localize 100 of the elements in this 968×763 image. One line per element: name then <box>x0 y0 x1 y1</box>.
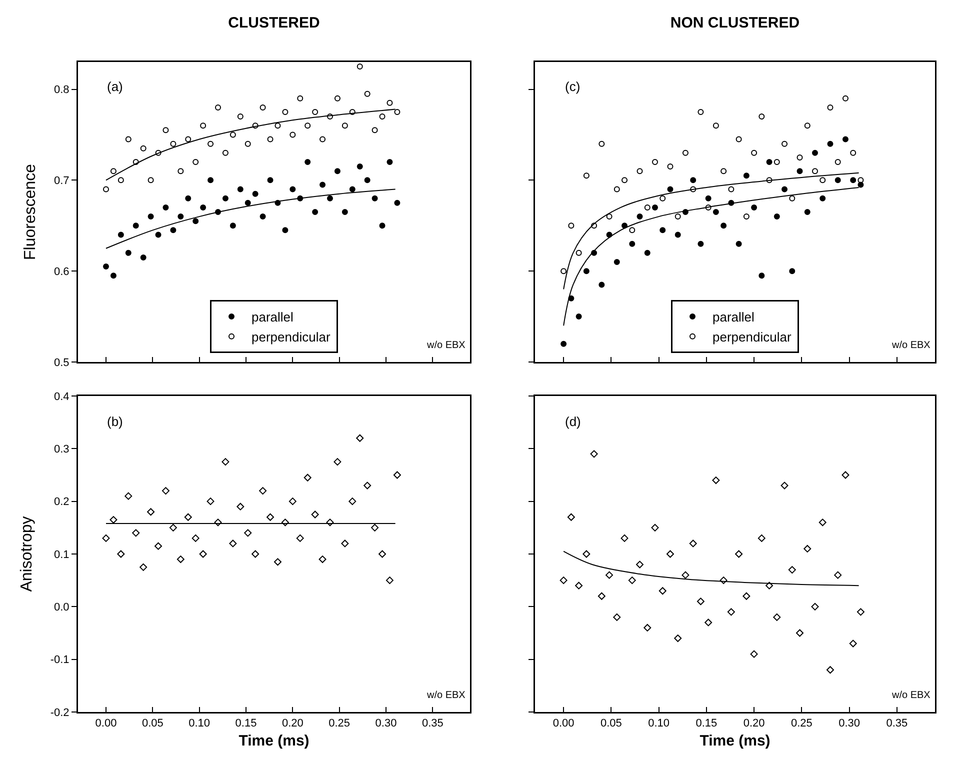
point <box>208 177 214 184</box>
point <box>342 209 348 215</box>
point <box>629 240 636 247</box>
point <box>660 227 666 234</box>
x-tick-label: 0.20 <box>743 718 765 730</box>
point <box>766 582 774 590</box>
point <box>827 104 834 110</box>
point <box>222 150 228 156</box>
point <box>804 209 810 215</box>
point <box>575 582 583 590</box>
point <box>620 534 628 542</box>
point <box>162 204 169 210</box>
point <box>743 172 750 179</box>
point <box>124 492 132 500</box>
point <box>222 195 228 202</box>
point <box>576 314 582 320</box>
point <box>667 186 674 192</box>
point <box>696 598 704 606</box>
point <box>320 136 326 142</box>
point <box>215 104 221 110</box>
point <box>125 136 132 142</box>
point <box>804 544 812 552</box>
point <box>356 434 364 442</box>
point <box>682 150 688 156</box>
point <box>582 550 590 558</box>
point <box>774 214 780 220</box>
point <box>140 254 146 260</box>
point <box>110 516 118 524</box>
legend-label: parallel <box>252 310 294 325</box>
point <box>110 168 116 174</box>
point <box>260 214 266 220</box>
y-tick-label: 0.2 <box>54 496 70 508</box>
point <box>290 186 296 192</box>
point <box>856 608 864 616</box>
point <box>147 508 155 516</box>
point <box>169 524 177 532</box>
y-tick-label: 0.8 <box>54 84 70 96</box>
y-tick-label: 0.3 <box>54 444 70 456</box>
chart-title: CLUSTERED <box>228 14 320 32</box>
point <box>820 195 826 202</box>
point <box>200 122 206 129</box>
point <box>274 558 282 566</box>
point <box>796 629 804 637</box>
y-tick-label: 0.1 <box>54 548 70 561</box>
point <box>736 240 742 247</box>
point <box>311 510 319 518</box>
point <box>170 140 176 147</box>
point <box>826 666 834 674</box>
point <box>629 227 636 234</box>
point <box>712 122 719 129</box>
point <box>320 182 326 188</box>
point <box>297 95 304 102</box>
point <box>118 177 124 184</box>
point <box>728 186 734 192</box>
point <box>849 640 857 648</box>
point <box>674 214 681 220</box>
point <box>103 186 109 192</box>
point <box>230 132 236 138</box>
point <box>208 140 214 147</box>
point <box>378 550 386 558</box>
point <box>667 164 674 170</box>
point <box>842 95 848 102</box>
chart-title: NON CLUSTERED <box>670 14 800 32</box>
point <box>103 264 109 270</box>
point <box>560 576 568 584</box>
point <box>252 550 260 558</box>
point <box>244 529 252 537</box>
y-axis-title: Anisotropy <box>18 516 36 592</box>
point <box>386 576 394 584</box>
point <box>140 563 148 571</box>
point <box>598 282 605 288</box>
point <box>192 159 199 165</box>
point <box>690 177 696 184</box>
point <box>334 95 340 102</box>
point <box>644 204 650 210</box>
annotation: (d) <box>565 414 581 429</box>
point <box>766 159 772 165</box>
point <box>705 204 712 210</box>
point <box>720 222 727 229</box>
point <box>237 114 244 120</box>
point <box>386 159 393 165</box>
point <box>148 177 154 184</box>
point <box>834 159 841 165</box>
annotation: w/o EBX <box>891 690 931 701</box>
point <box>796 168 803 174</box>
point <box>304 122 311 129</box>
point <box>237 186 244 192</box>
point <box>110 272 116 279</box>
point <box>842 471 850 479</box>
point <box>606 214 612 220</box>
point <box>244 140 251 147</box>
point <box>704 618 712 626</box>
point <box>372 127 378 134</box>
point <box>636 214 643 220</box>
point <box>644 624 652 632</box>
point <box>583 172 590 179</box>
point <box>682 571 690 579</box>
point <box>236 502 244 510</box>
point <box>155 232 162 238</box>
x-tick-label: 0.35 <box>886 718 908 730</box>
